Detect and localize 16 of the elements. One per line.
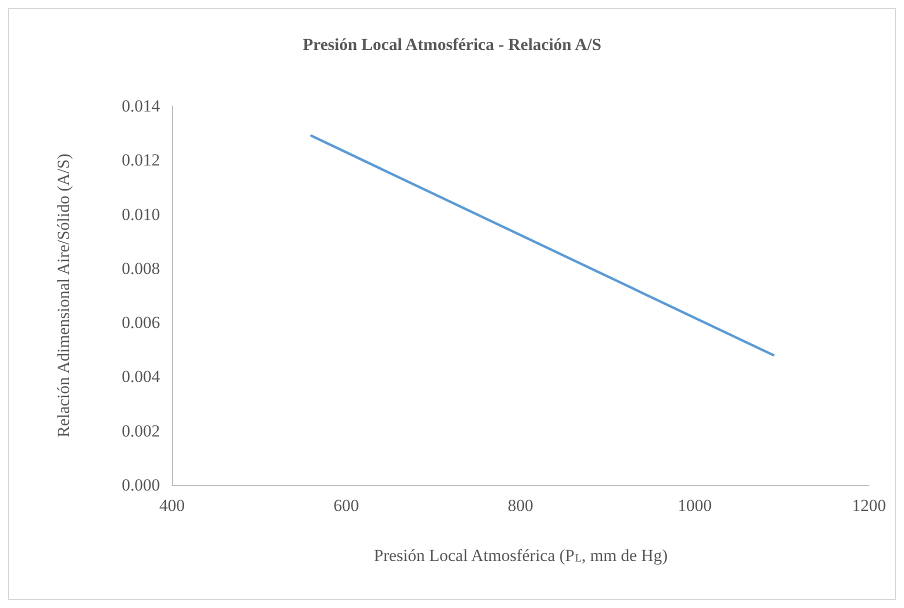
x-tick-label: 800 [508,496,534,515]
x-axis-title: Presión Local Atmosférica (PL, mm de Hg) [374,546,668,565]
y-tick-label: 0.008 [122,258,160,278]
x-tick-label: 600 [334,496,359,515]
y-tick-label: 0.000 [122,476,160,494]
y-tick-label: 0.014 [122,96,160,116]
x-tick-label: 400 [159,496,185,515]
y-axis-title: Relación Adimensional Aire/Sólido (A/S) [54,154,73,438]
y-tick-label: 0.010 [122,204,160,224]
x-tick-label: 1000 [678,496,712,515]
chart-title: Presión Local Atmosférica - Relación A/S [302,35,602,54]
x-tick-label: 1200 [852,496,886,515]
y-tick-label: 0.012 [122,150,160,170]
y-tick-label: 0.006 [122,313,160,332]
y-tick-label: 0.002 [122,421,160,440]
y-tick-label: 0.004 [122,367,160,386]
